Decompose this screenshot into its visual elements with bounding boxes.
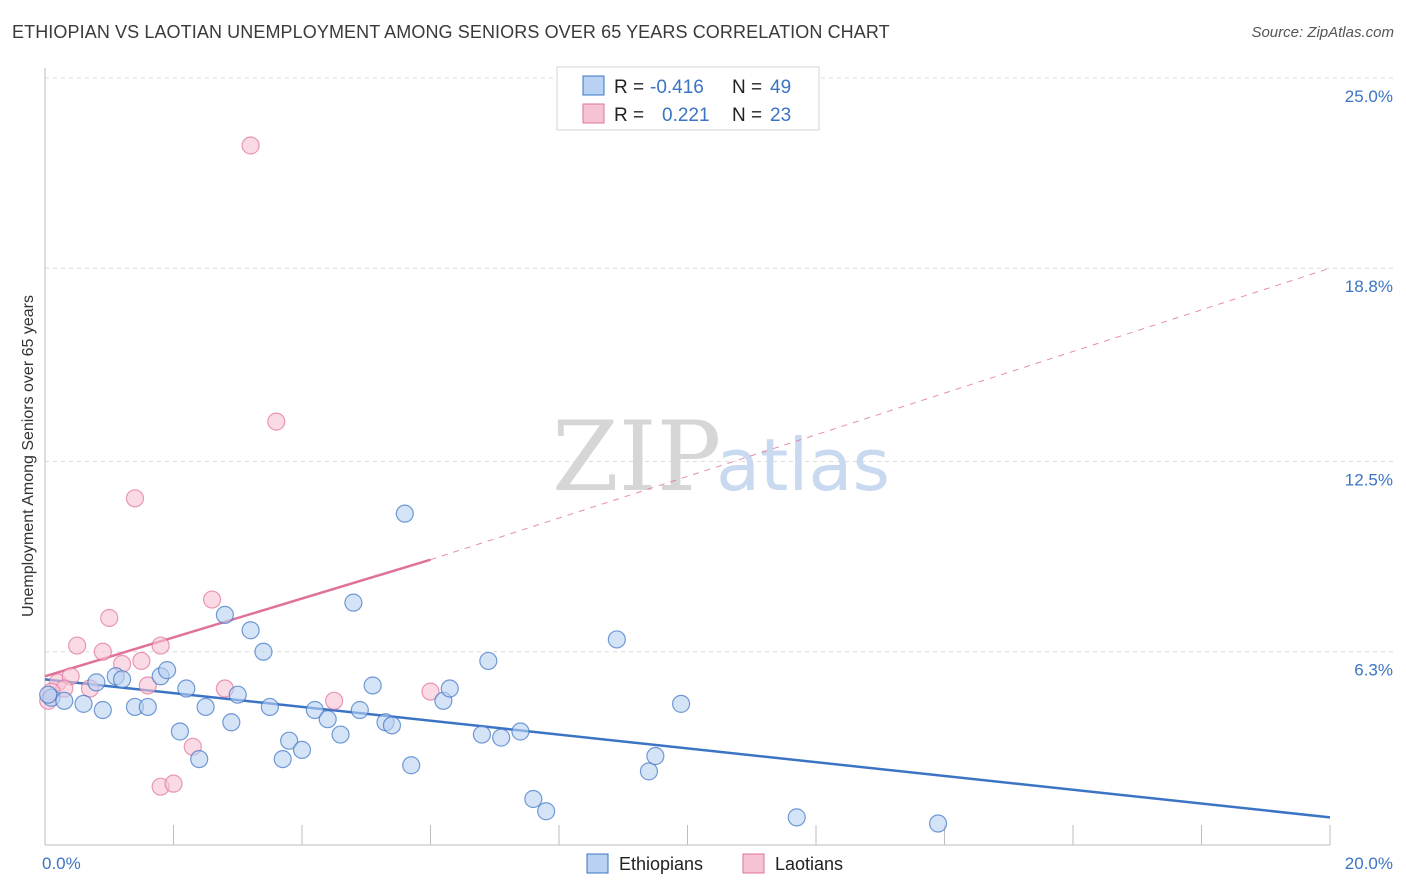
- legend-r-label-1: R =: [614, 77, 644, 98]
- y-axis-label: Unemployment Among Seniors over 65 years: [20, 295, 37, 617]
- point-laotians-10: [138, 676, 157, 695]
- point-ethiopians-19: [254, 642, 273, 661]
- axes: [44, 68, 1331, 846]
- point-ethiopians-18: [241, 621, 260, 640]
- legend-n-value-1: 49: [770, 77, 791, 98]
- bottom-legend-laotians: Laotians: [775, 854, 843, 874]
- point-ethiopians-10: [157, 661, 177, 680]
- point-laotians-13: [164, 774, 183, 793]
- point-ethiopians-48: [39, 685, 58, 704]
- point-ethiopians-45: [671, 694, 691, 713]
- point-ethiopians-37: [479, 651, 498, 671]
- point-laotians-15: [202, 590, 222, 609]
- point-ethiopians-39: [511, 722, 530, 741]
- y-tick-label-0: 25.0%: [1345, 87, 1393, 106]
- point-ethiopians-36: [472, 725, 491, 744]
- point-ethiopians-33: [402, 756, 421, 775]
- point-ethiopians-46: [787, 808, 806, 827]
- y-tick-label-2: 12.5%: [1345, 471, 1393, 490]
- point-laotians-19: [325, 691, 344, 710]
- point-laotians-20: [421, 682, 440, 701]
- point-ethiopians-25: [318, 710, 337, 729]
- watermark-zip: ZIP: [552, 401, 721, 513]
- bottom-legend-swatch-laotians: [742, 853, 765, 874]
- legend-swatch-laotians: [582, 103, 605, 124]
- y-tick-labels: 25.0% 18.8% 12.5% 6.3%: [1345, 87, 1393, 680]
- point-ethiopians-38: [492, 728, 511, 747]
- point-ethiopians-44: [646, 746, 665, 766]
- bottom-legend-ethiopians: Ethiopians: [619, 854, 703, 874]
- legend-n-value-2: 23: [770, 105, 791, 126]
- x-tick-labels: 0.0% 20.0%: [42, 854, 1393, 873]
- point-ethiopians-28: [350, 700, 369, 720]
- point-laotians-11: [151, 636, 170, 655]
- point-ethiopians-17: [228, 685, 247, 704]
- legend-n-label-1: N =: [732, 77, 762, 98]
- point-ethiopians-21: [273, 749, 292, 769]
- point-ethiopians-29: [363, 676, 382, 695]
- point-ethiopians-14: [196, 697, 215, 717]
- trendline-laotians-2: [430, 267, 1331, 561]
- point-ethiopians-43: [639, 762, 659, 781]
- point-ethiopians-16: [222, 713, 241, 732]
- point-ethiopians-32: [395, 504, 414, 523]
- point-ethiopians-11: [170, 722, 190, 741]
- legend-r-label-2: R =: [614, 105, 644, 126]
- point-ethiopians-31: [382, 716, 402, 735]
- point-ethiopians-3: [93, 700, 112, 720]
- point-ethiopians-26: [331, 725, 350, 744]
- point-ethiopians-47: [928, 814, 948, 833]
- point-ethiopians-8: [138, 697, 157, 717]
- x-tick-label-1: 20.0%: [1345, 854, 1393, 873]
- legend-r-value-1: -0.416: [650, 77, 704, 98]
- legend-swatch-ethiopians: [582, 75, 605, 96]
- point-laotians-18: [267, 412, 286, 431]
- point-laotians-17: [241, 136, 260, 155]
- point-ethiopians-12: [177, 679, 196, 698]
- grid-lines: [45, 77, 1395, 653]
- y-tick-label-3: 6.3%: [1354, 661, 1393, 680]
- point-ethiopians-13: [190, 749, 209, 769]
- legend-n-label-2: N =: [732, 105, 762, 126]
- source-label: Source: ZipAtlas.com: [1251, 24, 1394, 41]
- legend-r-value-2: 0.221: [662, 105, 710, 126]
- point-ethiopians-35: [440, 679, 459, 698]
- bottom-legend-swatch-ethiopians: [586, 853, 609, 874]
- data-points: [39, 136, 948, 833]
- point-laotians-9: [132, 651, 151, 671]
- point-laotians-3: [68, 636, 87, 655]
- series-legend: Ethiopians Laotians: [586, 853, 843, 874]
- chart-title: ETHIOPIAN VS LAOTIAN UNEMPLOYMENT AMONG …: [12, 22, 890, 42]
- point-ethiopians-2: [74, 694, 93, 713]
- point-ethiopians-40: [524, 789, 543, 809]
- point-ethiopians-20: [260, 697, 279, 717]
- point-ethiopians-1: [55, 691, 74, 710]
- point-ethiopians-15: [215, 605, 234, 625]
- correlation-legend: R = -0.416 N = 49 R = 0.221 N = 23: [556, 66, 820, 131]
- point-ethiopians-4: [87, 673, 106, 692]
- point-laotians-5: [93, 642, 112, 661]
- trendlines: [44, 267, 1331, 819]
- point-ethiopians-6: [112, 670, 132, 689]
- point-laotians-6: [100, 608, 119, 628]
- trendline-ethiopians-0: [44, 678, 1331, 819]
- point-ethiopians-27: [344, 593, 363, 612]
- point-ethiopians-24: [305, 700, 324, 720]
- point-ethiopians-42: [607, 630, 626, 649]
- x-tick-label-0: 0.0%: [42, 854, 81, 873]
- watermark-atlas: atlas: [716, 423, 890, 507]
- point-ethiopians-22: [280, 731, 299, 750]
- y-tick-label-1: 18.8%: [1345, 277, 1393, 296]
- point-laotians-8: [125, 489, 145, 508]
- point-ethiopians-41: [537, 802, 556, 821]
- point-ethiopians-23: [292, 740, 312, 759]
